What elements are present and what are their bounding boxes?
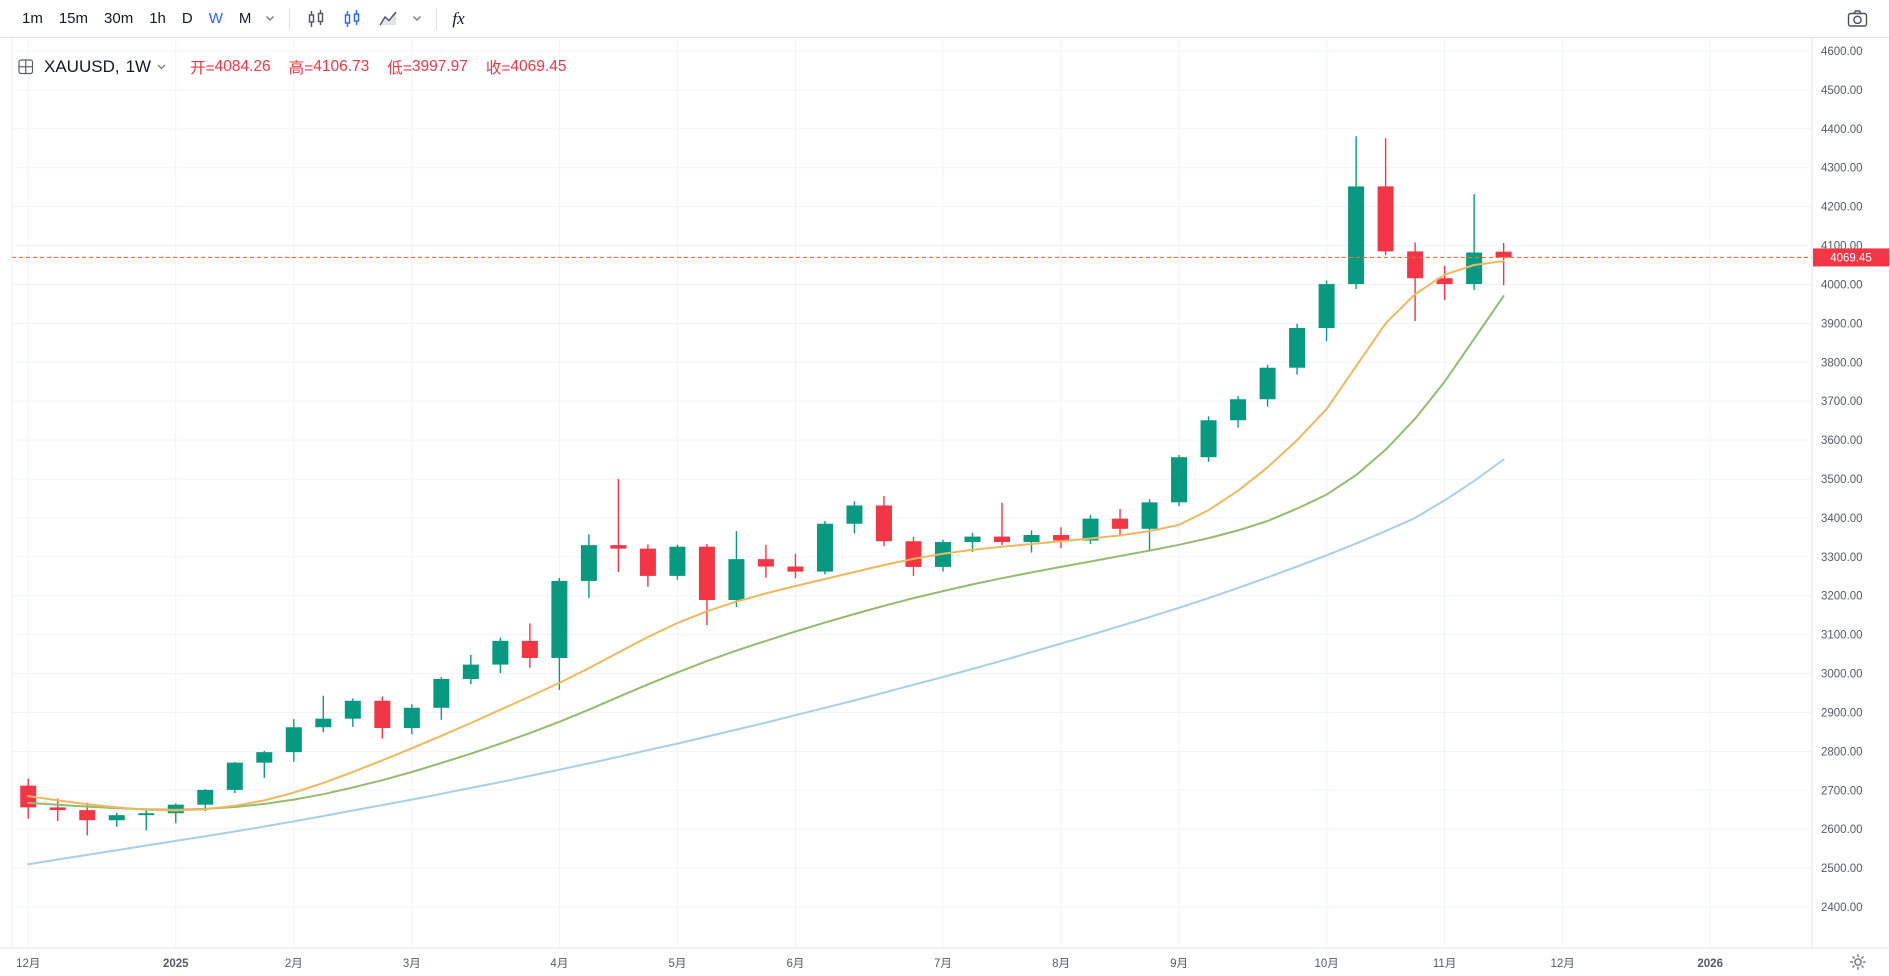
svg-text:4069.45: 4069.45 — [1830, 252, 1872, 264]
y-axis-tick: 3300.00 — [1821, 552, 1863, 564]
chart-style-area-icon[interactable] — [370, 5, 406, 33]
interval-button-1m[interactable]: 1m — [14, 6, 51, 31]
y-axis-tick: 3000.00 — [1821, 669, 1863, 681]
y-axis-tick: 2600.00 — [1821, 824, 1863, 836]
symbol-name[interactable]: XAUUSD, — [44, 57, 120, 76]
y-axis-tick: 4000.00 — [1821, 279, 1863, 291]
ohlc-readout: 开= 4084.26 高= 4106.73 低= 3997.97 收= 4069.45 — [190, 56, 566, 78]
camera-icon — [1847, 10, 1868, 27]
axis-labels: 4600.004500.004400.004300.004200.004100.… — [16, 46, 1862, 970]
hollow-candles-icon — [345, 9, 360, 27]
ma-fast-line — [27, 260, 1505, 812]
y-axis-tick: 3400.00 — [1821, 513, 1863, 525]
x-axis-tick: 9月 — [1170, 958, 1188, 970]
gear-icon — [1850, 954, 1866, 970]
y-axis-tick: 2700.00 — [1821, 785, 1863, 797]
y-axis-tick: 3900.00 — [1821, 318, 1863, 330]
x-axis-tick: 2月 — [285, 958, 303, 970]
symbol-interval[interactable]: 1W — [125, 57, 152, 76]
chart-style-candles-icon[interactable] — [298, 5, 334, 33]
interval-button-M[interactable]: M — [231, 6, 260, 31]
x-axis-tick: 11月 — [1433, 958, 1456, 970]
x-axis-tick: 4月 — [550, 958, 568, 970]
x-axis-tick: 2025 — [163, 958, 189, 970]
interval-button-W[interactable]: W — [201, 6, 231, 31]
candlestick-icon — [309, 9, 324, 27]
interval-chevron-icon[interactable] — [259, 11, 281, 26]
grid-layer — [12, 40, 1812, 948]
ohlc-low: 低= 3997.97 — [387, 56, 468, 78]
x-axis-tick: 3月 — [403, 958, 421, 970]
interval-button-15m[interactable]: 15m — [51, 6, 96, 31]
y-axis-tick: 2900.00 — [1821, 707, 1863, 719]
y-axis-tick: 2500.00 — [1821, 863, 1863, 875]
y-axis-tick: 3200.00 — [1821, 591, 1863, 603]
fx-indicator-icon: fx — [452, 8, 465, 28]
time-scale[interactable] — [0, 948, 1812, 976]
ma-mid-line — [27, 295, 1505, 811]
top-toolbar: 1m 15m 30m 1h D W M — [0, 0, 1889, 38]
chart-style-hollow-candles-icon[interactable] — [334, 5, 370, 33]
price-scale[interactable] — [1812, 38, 1890, 948]
ma-slow-line — [27, 458, 1505, 866]
close-value: 4069.45 — [510, 58, 567, 75]
high-label: 高= — [288, 60, 314, 77]
symbol-header: XAUUSD, 1W 开= 4084.26 高= 4106.73 低= 3997.97… — [18, 56, 566, 78]
y-axis-tick: 3100.00 — [1821, 630, 1863, 642]
y-axis-tick: 3500.00 — [1821, 474, 1863, 486]
close-label: 收= — [485, 60, 511, 77]
chevron-down-icon — [266, 16, 275, 21]
y-axis-tick: 2400.00 — [1821, 902, 1863, 914]
chevron-down-icon[interactable] — [157, 64, 166, 70]
y-axis-tick: 3800.00 — [1821, 357, 1863, 369]
low-label: 低= — [387, 60, 412, 77]
open-value: 4084.26 — [214, 58, 271, 75]
camera-snapshot-button[interactable] — [1840, 6, 1875, 31]
interval-button-30m[interactable]: 30m — [96, 6, 141, 31]
x-axis-tick: 8月 — [1052, 958, 1070, 970]
x-axis-tick: 5月 — [668, 958, 686, 970]
x-axis-tick: 10月 — [1314, 958, 1338, 970]
candles-layer — [20, 136, 1512, 836]
settings-gear-button[interactable] — [1849, 953, 1867, 971]
chevron-down-icon — [413, 16, 422, 21]
open-label: 开= — [190, 60, 215, 77]
x-axis-tick: 12月 — [16, 958, 40, 970]
y-axis-tick: 4200.00 — [1821, 202, 1863, 214]
y-axis-tick: 4600.00 — [1821, 46, 1863, 58]
y-axis-tick: 4300.00 — [1821, 163, 1863, 175]
y-axis-tick: 3600.00 — [1821, 435, 1863, 447]
interval-button-1h[interactable]: 1h — [141, 6, 174, 31]
ohlc-open: 开= 4084.26 — [190, 56, 271, 78]
ohlc-close: 收= 4069.45 — [486, 56, 567, 78]
x-axis-tick: 7月 — [934, 958, 952, 970]
toolbar-separator — [436, 7, 438, 30]
x-axis-tick: 2026 — [1697, 958, 1723, 970]
toolbar-separator — [289, 7, 291, 30]
current-price-label: 4069.45 — [1813, 248, 1889, 267]
y-axis-tick: 3700.00 — [1821, 396, 1863, 408]
y-axis-tick: 2800.00 — [1821, 746, 1863, 758]
x-axis-tick: 12月 — [1551, 958, 1575, 970]
ohlc-high: 高= 4106.73 — [289, 56, 370, 78]
high-value: 4106.73 — [313, 58, 370, 75]
y-axis-tick: 4400.00 — [1821, 124, 1863, 136]
style-chevron-icon[interactable] — [406, 11, 428, 26]
symbol-grid-icon[interactable] — [18, 59, 34, 75]
indicators-fx-button[interactable]: fx — [445, 6, 471, 32]
interval-button-D[interactable]: D — [174, 6, 201, 31]
area-chart-icon — [379, 11, 397, 25]
x-axis-tick: 6月 — [786, 958, 804, 970]
low-value: 3997.97 — [411, 58, 468, 75]
y-axis-tick: 4500.00 — [1821, 85, 1863, 97]
